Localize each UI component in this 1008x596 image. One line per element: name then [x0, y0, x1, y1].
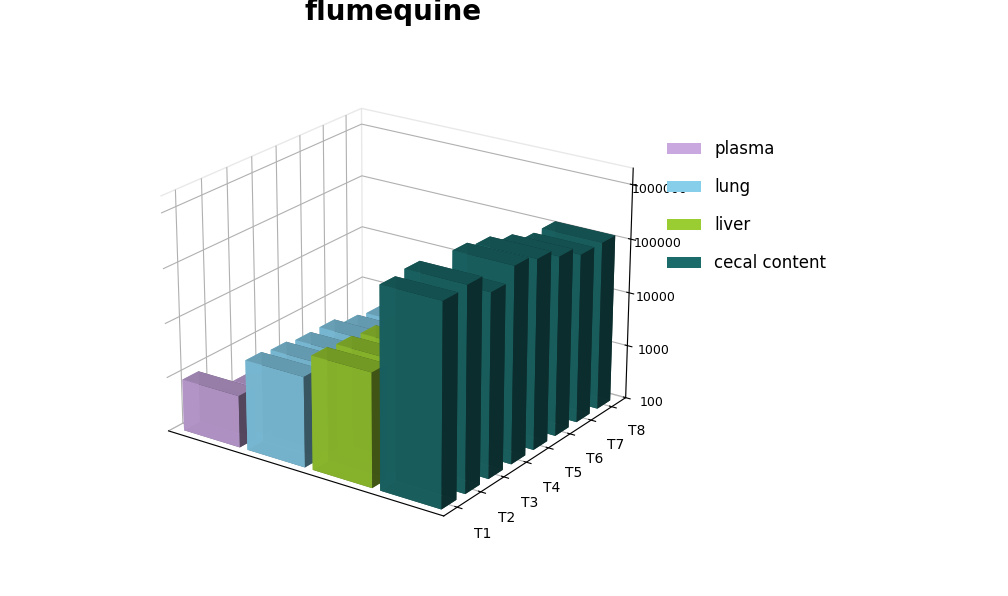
Title: flumequine: flumequine [304, 0, 482, 26]
Legend: plasma, lung, liver, cecal content: plasma, lung, liver, cecal content [660, 134, 833, 279]
